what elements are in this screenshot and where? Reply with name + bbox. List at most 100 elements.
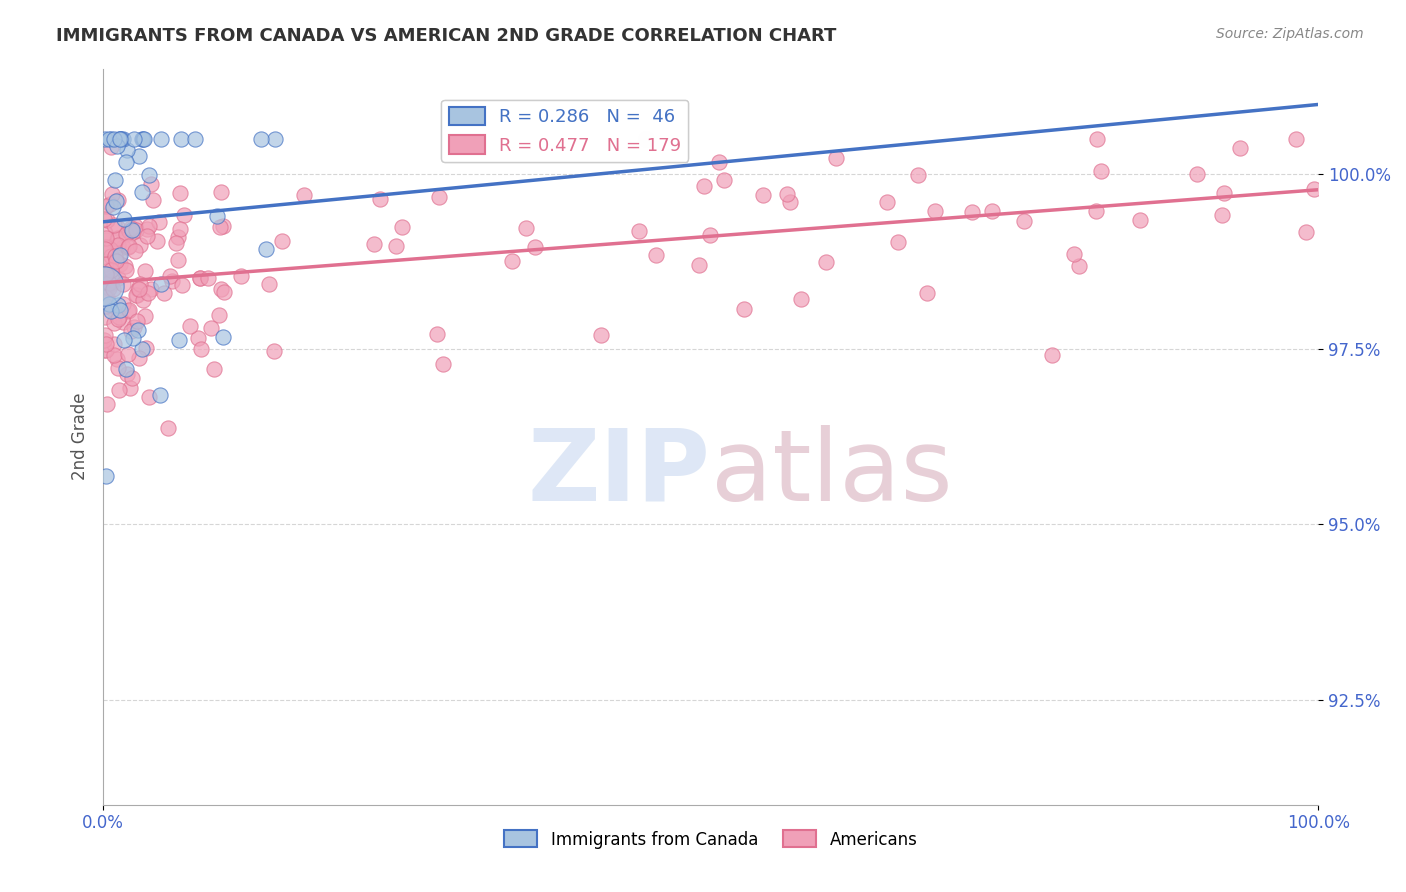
Point <box>591 327 613 342</box>
Point <box>107 360 129 375</box>
Point <box>1211 208 1233 222</box>
Point <box>127 282 149 296</box>
Point <box>118 303 141 318</box>
Point <box>112 297 135 311</box>
Point <box>96 267 118 281</box>
Point <box>149 277 172 292</box>
Point <box>93 226 115 240</box>
Point <box>294 187 316 202</box>
Point <box>1012 214 1035 228</box>
Point <box>104 254 127 268</box>
Point <box>94 299 117 313</box>
Point <box>915 285 938 300</box>
Point <box>776 187 799 202</box>
Point <box>108 249 131 263</box>
Point <box>907 168 929 182</box>
Point <box>167 230 190 244</box>
Point <box>713 173 735 187</box>
Point <box>107 131 129 145</box>
Point <box>132 293 155 308</box>
Point <box>368 192 391 206</box>
Point <box>960 205 983 219</box>
Point <box>107 231 129 245</box>
Point <box>131 131 153 145</box>
Text: IMMIGRANTS FROM CANADA VS AMERICAN 2ND GRADE CORRELATION CHART: IMMIGRANTS FROM CANADA VS AMERICAN 2ND G… <box>56 27 837 45</box>
Point <box>103 281 125 295</box>
Point <box>132 131 155 145</box>
Point <box>149 388 172 402</box>
Point <box>427 190 450 204</box>
Point <box>751 187 773 202</box>
Point <box>188 271 211 285</box>
Point <box>111 240 134 254</box>
Point <box>100 263 122 277</box>
Point <box>98 263 121 277</box>
Point <box>94 336 117 351</box>
Point <box>149 131 172 145</box>
Point <box>169 186 191 201</box>
Point <box>789 292 811 306</box>
Point <box>108 310 131 324</box>
Point <box>107 383 129 397</box>
Point <box>112 333 135 347</box>
Point <box>1085 131 1108 145</box>
Point <box>98 131 121 145</box>
Point <box>1040 348 1063 362</box>
Point <box>271 234 294 248</box>
Point <box>100 140 122 154</box>
Point <box>815 255 838 269</box>
Point <box>229 268 252 283</box>
Point <box>128 238 150 252</box>
Point <box>104 249 127 263</box>
Point <box>172 277 194 292</box>
Point <box>110 248 132 262</box>
Point <box>190 343 212 357</box>
Text: Source: ZipAtlas.com: Source: ZipAtlas.com <box>1216 27 1364 41</box>
Point <box>709 155 731 169</box>
Point <box>644 248 666 262</box>
Point <box>118 381 141 395</box>
Point <box>523 239 546 253</box>
Point <box>115 362 138 376</box>
Point <box>212 330 235 344</box>
Point <box>173 208 195 222</box>
Point <box>699 227 721 242</box>
Point <box>94 131 117 145</box>
Point <box>115 367 138 381</box>
Legend: R = 0.286   N =  46, R = 0.477   N = 179: R = 0.286 N = 46, R = 0.477 N = 179 <box>441 100 689 161</box>
Point <box>117 347 139 361</box>
Point <box>107 221 129 235</box>
Point <box>94 231 117 245</box>
Point <box>94 290 117 304</box>
Point <box>250 131 273 145</box>
Point <box>93 212 115 227</box>
Point <box>127 314 149 328</box>
Point <box>105 352 128 367</box>
Point <box>212 285 235 300</box>
Point <box>98 276 121 290</box>
Point <box>103 348 125 362</box>
Point <box>207 308 229 322</box>
Point <box>981 204 1004 219</box>
Point <box>122 225 145 239</box>
Point <box>100 304 122 318</box>
Point <box>128 277 150 292</box>
Point <box>105 138 128 153</box>
Point <box>107 312 129 326</box>
Point <box>209 220 232 235</box>
Point <box>93 278 115 293</box>
Point <box>779 195 801 210</box>
Point <box>197 271 219 285</box>
Point <box>121 370 143 384</box>
Text: atlas: atlas <box>710 425 952 522</box>
Point <box>135 341 157 355</box>
Point <box>93 334 115 348</box>
Point <box>120 221 142 235</box>
Point <box>209 185 232 199</box>
Point <box>104 194 127 209</box>
Point <box>107 238 129 252</box>
Point <box>127 323 149 337</box>
Point <box>125 288 148 302</box>
Point <box>209 282 232 296</box>
Point <box>110 131 132 145</box>
